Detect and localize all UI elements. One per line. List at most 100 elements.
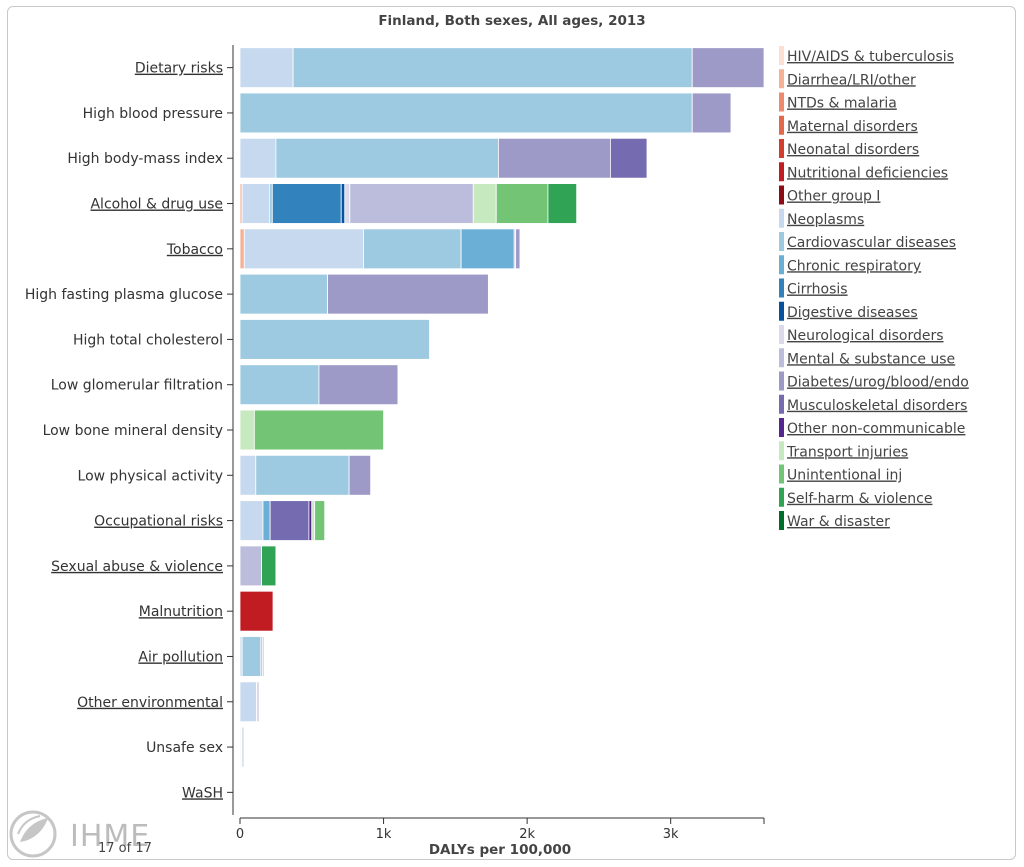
x-tick-label-0: 0: [236, 827, 244, 842]
legend-item-neonatal-disorders[interactable]: Neonatal disorders: [787, 142, 919, 158]
bar-occupational-risks-other-non-communicable[interactable]: [308, 500, 313, 541]
legend-item-other-group-i[interactable]: Other group I: [787, 189, 880, 205]
bar-alcohol-drug-use-transport-injuries[interactable]: [472, 183, 497, 224]
axes-layer: [227, 45, 764, 819]
legend-item-self-harm-violence[interactable]: Self-harm & violence: [787, 491, 932, 507]
bar-high-fasting-plasma-glucose-diabetes-urog-blood-endo[interactable]: [327, 273, 489, 315]
x-axis-ticks: 0 1k 2k 3k: [236, 818, 765, 842]
bars-layer: [239, 47, 765, 768]
y-label-sexual-abuse-violence[interactable]: Sexual abuse & violence: [51, 559, 223, 575]
legend: HIV/AIDS & tuberculosis Diarrhea/LRI/othe…: [779, 46, 969, 530]
legend-item-diarrhea-lri-other[interactable]: Diarrhea/LRI/other: [787, 72, 916, 88]
bar-sexual-abuse-violence-mental-substance-use[interactable]: [239, 545, 262, 587]
bar-alcohol-drug-use-neurological-disorders[interactable]: [344, 183, 351, 224]
bar-air-pollution-neurological-disorders[interactable]: [261, 636, 265, 677]
bar-high-blood-pressure-diabetes-urog-blood-endo[interactable]: [691, 92, 732, 134]
bar-occupational-risks-musculoskeletal-disorders[interactable]: [269, 500, 310, 541]
legend-item-neurological-disorders[interactable]: Neurological disorders: [787, 328, 944, 344]
bar-low-glomerular-filtration-diabetes-urog-blood-endo[interactable]: [318, 364, 399, 406]
legend-item-chronic-respiratory[interactable]: Chronic respiratory: [787, 258, 921, 274]
legend-item-cirrhosis[interactable]: Cirrhosis: [787, 282, 848, 298]
legend-swatch-transport-injuries: [779, 441, 784, 461]
legend-swatch-diabetes-urog-blood-endo: [779, 371, 784, 391]
bar-malnutrition-nutritional-deficiencies[interactable]: [239, 590, 274, 632]
legend-swatch-mental-substance-use: [779, 348, 784, 368]
legend-swatch-chronic-respiratory: [779, 255, 784, 275]
bar-low-physical-activity-cardiovascular-diseases[interactable]: [255, 454, 350, 496]
legend-swatch-musculoskeletal-disorders: [779, 394, 784, 414]
bar-alcohol-drug-use-digestive-diseases[interactable]: [340, 183, 346, 224]
bar-alcohol-drug-use-cirrhosis[interactable]: [271, 183, 342, 224]
legend-item-unintentional-inj[interactable]: Unintentional inj: [787, 468, 902, 484]
bar-alcohol-drug-use-self-harm-violence[interactable]: [547, 183, 578, 224]
legend-item-digestive-diseases[interactable]: Digestive diseases: [787, 305, 918, 321]
legend-swatch-war-disaster: [779, 511, 784, 530]
legend-item-hiv-aids-tuberculosis[interactable]: HIV/AIDS & tuberculosis: [787, 49, 954, 65]
bar-alcohol-drug-use-cardiovascular-diseases[interactable]: [269, 183, 273, 224]
legend-item-maternal-disorders[interactable]: Maternal disorders: [787, 119, 918, 135]
bar-alcohol-drug-use-mental-substance-use[interactable]: [349, 183, 474, 224]
legend-swatch-unintentional-inj: [779, 464, 784, 484]
y-label-tobacco[interactable]: Tobacco: [166, 242, 223, 258]
legend-item-ntds-malaria[interactable]: NTDs & malaria: [787, 96, 897, 112]
legend-swatch-diarrhea-lri-other: [779, 69, 784, 89]
y-label-wash[interactable]: WaSH: [182, 785, 223, 801]
bar-sexual-abuse-violence-self-harm-violence[interactable]: [261, 545, 277, 587]
bar-high-blood-pressure-cardiovascular-diseases[interactable]: [239, 92, 693, 134]
y-axis-labels: Dietary risks High blood pressure High bod…: [25, 61, 223, 802]
bar-low-bone-mineral-density-transport-injuries[interactable]: [239, 409, 255, 451]
bar-dietary-risks-diabetes-urog-blood-endo[interactable]: [691, 47, 765, 88]
legend-swatch-nutritional-deficiencies: [779, 162, 784, 182]
bar-high-fasting-plasma-glucose-cardiovascular-diseases[interactable]: [239, 273, 328, 315]
y-label-unsafe-sex: Unsafe sex: [146, 740, 223, 756]
y-label-high-body-mass-index: High body-mass index: [67, 151, 223, 167]
legend-item-mental-substance-use[interactable]: Mental & substance use: [787, 351, 955, 367]
bar-low-physical-activity-diabetes-urog-blood-endo[interactable]: [348, 454, 372, 496]
y-label-other-environmental[interactable]: Other environmental: [77, 695, 223, 711]
bar-other-environmental-neurological-disorders[interactable]: [256, 681, 260, 723]
legend-item-neoplasms[interactable]: Neoplasms: [787, 212, 864, 228]
bar-high-body-mass-index-cardiovascular-diseases[interactable]: [275, 137, 499, 179]
bar-occupational-risks-chronic-respiratory[interactable]: [262, 500, 271, 541]
bar-other-environmental-neoplasms[interactable]: [239, 681, 257, 723]
legend-item-cardiovascular-diseases[interactable]: Cardiovascular diseases: [787, 235, 956, 251]
legend-item-other-non-communicable[interactable]: Other non-communicable: [787, 421, 965, 437]
bar-occupational-risks-neoplasms[interactable]: [239, 500, 264, 541]
legend-swatch-neurological-disorders: [779, 325, 784, 344]
y-label-occupational-risks[interactable]: Occupational risks: [94, 514, 223, 530]
y-label-malnutrition[interactable]: Malnutrition: [139, 604, 223, 620]
brand-name: IHME: [70, 819, 150, 854]
bar-tobacco-cardiovascular-diseases[interactable]: [363, 228, 462, 270]
legend-item-nutritional-deficiencies[interactable]: Nutritional deficiencies: [787, 165, 948, 181]
bar-alcohol-drug-use-neoplasms[interactable]: [241, 183, 270, 224]
bar-unsafe-sex-neoplasms[interactable]: [241, 726, 245, 768]
bar-tobacco-diarrhea-lri-other[interactable]: [239, 228, 245, 270]
bar-dietary-risks-cardiovascular-diseases[interactable]: [292, 47, 693, 88]
bar-high-body-mass-index-neoplasms[interactable]: [239, 137, 277, 179]
y-label-high-fasting-plasma-glucose: High fasting plasma glucose: [25, 287, 223, 303]
bar-high-total-cholesterol-cardiovascular-diseases[interactable]: [239, 319, 430, 360]
legend-item-transport-injuries[interactable]: Transport injuries: [786, 444, 908, 460]
bar-tobacco-neoplasms[interactable]: [243, 228, 364, 270]
legend-item-war-disaster[interactable]: War & disaster: [787, 514, 890, 530]
legend-swatch-self-harm-violence: [779, 487, 784, 507]
bar-tobacco-chronic-respiratory[interactable]: [460, 228, 515, 270]
bar-tobacco-diabetes-urog-blood-endo[interactable]: [515, 228, 521, 270]
legend-item-musculoskeletal-disorders[interactable]: Musculoskeletal disorders: [787, 398, 967, 414]
legend-swatch-other-group-i: [779, 185, 784, 205]
bar-high-body-mass-index-diabetes-urog-blood-endo[interactable]: [498, 137, 611, 179]
bar-high-body-mass-index-musculoskeletal-disorders[interactable]: [609, 137, 648, 179]
bar-alcohol-drug-use-unintentional-inj[interactable]: [495, 183, 549, 224]
bar-occupational-risks-transport-injuries[interactable]: [311, 500, 316, 541]
bar-dietary-risks-neoplasms[interactable]: [239, 47, 294, 88]
bar-low-physical-activity-neoplasms[interactable]: [239, 454, 257, 496]
y-label-high-blood-pressure: High blood pressure: [83, 106, 223, 122]
y-label-alcohol-drug-use[interactable]: Alcohol & drug use: [90, 197, 223, 213]
legend-item-diabetes-urog-blood-endo[interactable]: Diabetes/urog/blood/endo: [787, 375, 969, 391]
y-label-air-pollution[interactable]: Air pollution: [138, 649, 223, 665]
bar-air-pollution-cardiovascular-diseases[interactable]: [241, 636, 262, 677]
bar-low-bone-mineral-density-unintentional-inj[interactable]: [253, 409, 384, 451]
y-label-dietary-risks[interactable]: Dietary risks: [135, 61, 223, 77]
bar-low-glomerular-filtration-cardiovascular-diseases[interactable]: [239, 364, 320, 406]
bar-occupational-risks-unintentional-inj[interactable]: [314, 500, 326, 541]
